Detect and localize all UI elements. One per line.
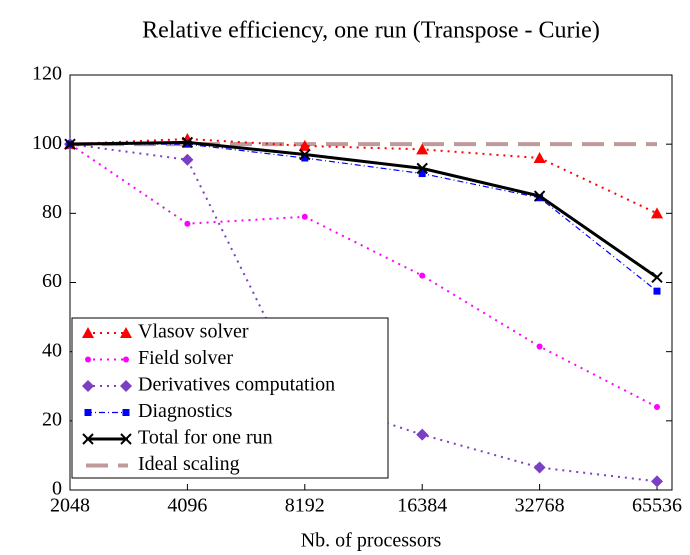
series-line <box>69 143 658 483</box>
marker <box>533 190 546 202</box>
marker <box>533 152 546 163</box>
marker <box>533 461 546 474</box>
marker <box>184 220 191 227</box>
legend-label: Derivatives computation <box>138 374 335 396</box>
marker <box>416 143 429 155</box>
y-tick-label: 120 <box>32 63 62 85</box>
y-tick-label: 0 <box>52 478 62 500</box>
marker <box>181 136 194 149</box>
marker <box>651 271 663 284</box>
marker <box>653 287 661 295</box>
y-tick-label: 40 <box>42 339 62 361</box>
marker <box>299 148 311 161</box>
marker <box>183 140 191 148</box>
x-tick-label: 32768 <box>515 495 565 517</box>
marker <box>82 433 94 445</box>
marker <box>536 343 543 350</box>
marker <box>120 433 132 445</box>
legend-label: Field solver <box>138 347 233 369</box>
x-tick-label: 2048 <box>50 495 90 517</box>
marker <box>651 475 663 488</box>
marker <box>651 207 663 219</box>
marker <box>64 138 76 150</box>
series-line <box>70 143 658 292</box>
legend-label: Ideal scaling <box>138 453 240 475</box>
marker <box>301 213 308 220</box>
chart-title: Relative efficiency, one run (Transpose … <box>142 18 600 44</box>
marker <box>120 327 132 338</box>
marker <box>419 272 426 279</box>
marker <box>82 327 94 338</box>
marker <box>416 428 429 441</box>
marker <box>82 380 94 392</box>
x-tick-label: 16384 <box>397 495 447 517</box>
marker <box>85 356 91 363</box>
marker <box>120 380 132 392</box>
x-tick-label: 65536 <box>632 495 682 517</box>
legend-label: Vlasov solver <box>138 321 249 343</box>
marker <box>298 139 311 151</box>
y-tick-label: 100 <box>32 132 62 154</box>
legend-label: Diagnostics <box>138 400 233 422</box>
series-line <box>69 137 658 215</box>
marker <box>301 154 309 162</box>
x-axis-label: Nb. of processors <box>301 530 442 552</box>
marker <box>418 170 426 178</box>
legend-label: Total for one run <box>138 427 273 449</box>
x-tick-label: 4096 <box>167 495 207 517</box>
marker <box>416 162 428 175</box>
legend-box <box>71 317 389 479</box>
marker <box>122 409 130 416</box>
series-line <box>69 140 658 279</box>
y-tick-label: 60 <box>42 270 62 292</box>
marker <box>123 356 129 363</box>
y-tick-label: 20 <box>42 408 62 430</box>
marker <box>181 153 194 166</box>
marker <box>84 409 92 416</box>
y-tick-label: 80 <box>42 201 62 223</box>
marker <box>654 404 660 410</box>
x-tick-label: 8192 <box>285 495 325 517</box>
